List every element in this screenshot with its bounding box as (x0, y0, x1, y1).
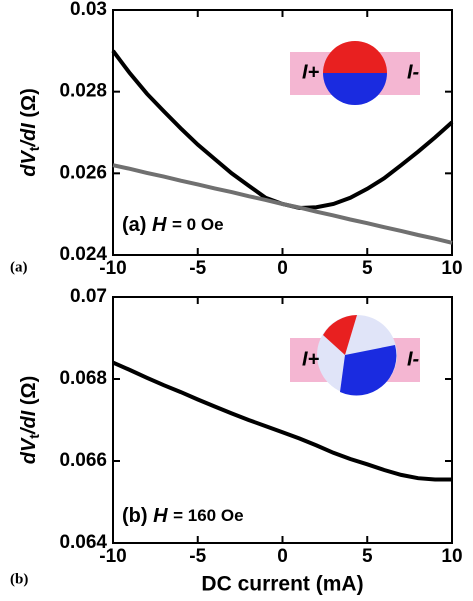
inset-label: I+ (302, 348, 320, 370)
y-tick-label: 0.03 (70, 0, 107, 20)
y-tick-label: 0.07 (70, 286, 107, 307)
inset-label: I- (407, 61, 420, 83)
x-tick-label: 0 (277, 258, 288, 279)
y-axis-label-part: (Ω) (18, 376, 40, 411)
y-axis-label-part: t (26, 146, 42, 151)
x-tick-label: -5 (189, 546, 206, 567)
data-line (112, 163, 453, 245)
inset-top (323, 315, 357, 355)
x-tick-label: 0 (277, 546, 288, 567)
y-tick-label: 0.068 (59, 368, 107, 389)
data-line (112, 360, 452, 482)
y-tick-label: 0.028 (59, 81, 107, 102)
inset-a (290, 41, 420, 105)
inset-bottom (340, 345, 397, 396)
x-tick-label: 5 (362, 546, 373, 567)
annotation-tag: (b) (122, 505, 148, 527)
y-axis-label-part: t (26, 434, 42, 439)
x-tick-label: 10 (441, 258, 462, 279)
y-axis-label-part: dV (18, 150, 40, 177)
x-axis-label: DC current (mA) (201, 573, 363, 596)
inset-b (290, 315, 420, 396)
inset-label: I- (407, 348, 420, 370)
y-axis-label-part: /dI (18, 123, 40, 148)
panel-tag: (a) (10, 259, 28, 275)
x-tick-label: -10 (99, 258, 126, 279)
y-tick-label: 0.064 (59, 532, 107, 553)
inset-top (323, 41, 387, 73)
x-tick-label: -10 (99, 546, 126, 567)
annotation: (b) H = 160 Oe (122, 505, 244, 527)
x-tick-label: 5 (362, 258, 373, 279)
y-axis-label: dVt/dI (Ω) (18, 376, 41, 465)
annotation-tag: (a) (122, 214, 146, 236)
y-tick-label: 0.066 (59, 450, 107, 471)
inset-label: I+ (302, 61, 320, 83)
y-axis-label-part: /dI (18, 410, 40, 435)
annotation-value: = 160 Oe (173, 506, 243, 525)
inset-bottom (323, 73, 387, 105)
y-axis-label-part: dV (18, 437, 40, 464)
y-axis-label: dVt/dI (Ω) (18, 88, 41, 177)
panel-tag: (b) (10, 571, 28, 587)
y-tick-label: 0.026 (59, 162, 107, 183)
x-tick-label: 10 (441, 546, 462, 567)
x-tick-label: -5 (189, 258, 206, 279)
annotation: (a) H = 0 Oe (122, 214, 224, 236)
y-axis-label-part: (Ω) (18, 88, 40, 123)
annotation-var: H (152, 214, 167, 236)
annotation-value: = 0 Oe (172, 215, 224, 234)
y-tick-label: 0.024 (59, 244, 107, 265)
annotation-var: H (153, 505, 168, 527)
